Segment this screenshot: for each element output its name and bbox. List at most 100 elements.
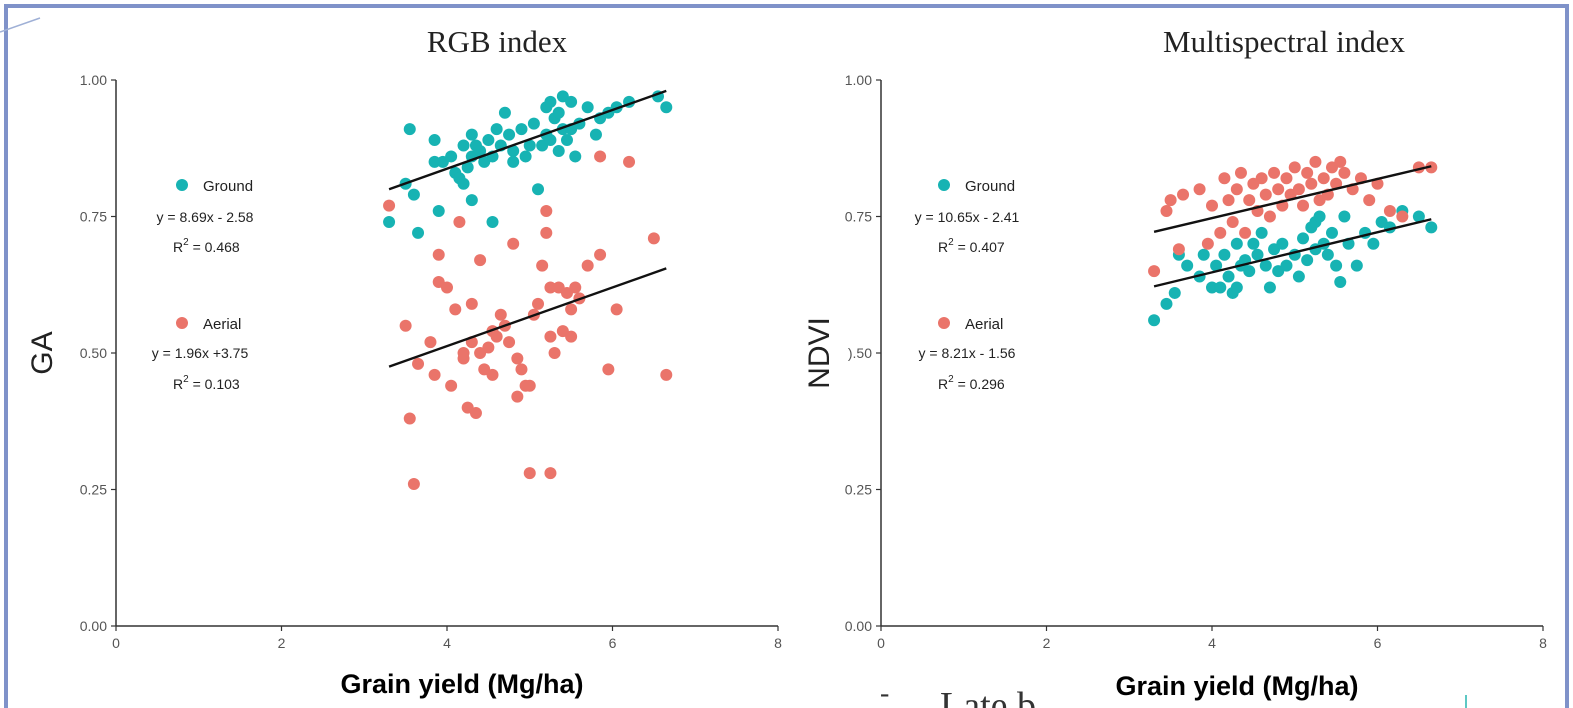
data-point-aerial	[540, 205, 553, 218]
data-point-ground	[428, 155, 441, 168]
data-point-aerial	[403, 412, 416, 425]
data-point-ground	[552, 106, 565, 119]
data-point-ground	[1214, 281, 1227, 294]
data-point-ground	[1230, 237, 1243, 250]
data-point-ground	[445, 150, 458, 163]
data-point-aerial	[1268, 166, 1281, 179]
data-point-aerial	[486, 368, 499, 381]
data-point-ground	[1338, 210, 1351, 223]
data-point-aerial	[1272, 183, 1285, 196]
r-squared-label: R2 = 0.296	[938, 374, 1005, 392]
data-point-aerial	[1222, 194, 1235, 207]
multispectral-index-chart: 0.00 0.25).50 0.75 1.00 0 2 4 6 8 Multispectral i…	[803, 24, 1547, 701]
y-tick-label: ).50	[848, 345, 872, 361]
r-squared-prefix: R	[938, 239, 948, 255]
data-point-ground	[581, 101, 594, 114]
rgb-index-chart: 0.00 0.25 0.50 0.75 1.00 0 2 4 6 8 RGB index Grain …	[26, 24, 782, 699]
data-point-aerial	[482, 341, 495, 354]
data-point-ground	[1160, 297, 1173, 310]
regression-equation: y = 1.96x +3.75	[152, 345, 249, 361]
r-squared-label: R2 = 0.103	[173, 374, 240, 392]
overlay-fragment-dash: -	[880, 678, 889, 708]
x-tick-label: 2	[278, 635, 286, 651]
data-point-aerial	[1148, 265, 1161, 278]
data-point-ground	[1230, 281, 1243, 294]
data-point-ground	[432, 205, 445, 218]
data-point-ground	[523, 139, 536, 152]
data-point-aerial	[1363, 194, 1376, 207]
data-point-aerial	[1230, 183, 1243, 196]
data-point-aerial	[540, 226, 553, 239]
data-point-aerial	[490, 330, 503, 343]
data-point-ground	[1255, 226, 1268, 239]
y-tick-label: 0.75	[845, 209, 872, 225]
r-squared-label: R2 = 0.407	[938, 237, 1005, 255]
r-squared-superscript: 2	[183, 374, 189, 385]
r-squared-label: R2 = 0.468	[173, 237, 240, 255]
chart-title: RGB index	[427, 24, 568, 59]
data-point-ground	[407, 188, 420, 201]
data-point-ground	[1168, 286, 1181, 299]
data-point-ground	[552, 144, 565, 157]
data-point-ground	[1350, 259, 1363, 272]
data-point-aerial	[1172, 243, 1185, 256]
data-point-aerial	[474, 254, 487, 267]
r-squared-prefix: R	[173, 376, 183, 392]
x-tick-label: 8	[774, 635, 782, 651]
data-point-aerial	[1288, 161, 1301, 174]
data-point-ground	[457, 139, 470, 152]
regression-equation: y = 10.65x - 2.41	[915, 209, 1020, 225]
regression-line-aerial	[388, 267, 667, 368]
data-point-aerial	[1206, 199, 1218, 212]
data-point-ground	[1206, 281, 1218, 294]
data-point-ground	[1297, 232, 1310, 245]
data-point-ground	[569, 150, 582, 163]
regression-equation: y = 8.21x - 1.56	[919, 345, 1016, 361]
y-axis-label: GA	[26, 331, 59, 374]
y-tick-label: 1.00	[845, 72, 872, 88]
data-point-aerial	[399, 319, 412, 332]
data-point-ground	[490, 123, 503, 136]
data-point-ground	[1148, 314, 1161, 327]
data-point-aerial	[1263, 210, 1276, 223]
data-point-aerial	[465, 297, 478, 310]
data-point-aerial	[1218, 172, 1231, 185]
data-point-aerial	[548, 347, 561, 359]
data-point-ground	[482, 134, 495, 147]
data-point-aerial	[511, 352, 524, 365]
data-point-ground	[527, 117, 540, 130]
data-point-ground	[544, 95, 557, 108]
data-point-aerial	[511, 390, 524, 403]
y-tick-label: 0.25	[845, 482, 872, 498]
data-point-aerial	[1239, 226, 1252, 239]
data-point-ground	[1259, 259, 1272, 272]
data-point-aerial	[1305, 177, 1318, 190]
data-point-aerial	[565, 303, 578, 316]
r-squared-value: = 0.407	[954, 239, 1005, 255]
data-point-ground	[1367, 237, 1380, 250]
data-point-aerial	[602, 363, 615, 376]
data-point-ground	[457, 177, 470, 190]
data-point-ground	[1222, 270, 1235, 283]
data-point-aerial	[507, 237, 520, 250]
data-point-ground	[503, 128, 516, 141]
data-point-aerial	[1301, 166, 1314, 179]
data-point-aerial	[432, 248, 445, 261]
data-point-ground	[1313, 210, 1326, 223]
r-squared-prefix: R	[173, 239, 183, 255]
overlay-fragment-text: Late b	[940, 685, 1036, 708]
data-point-ground	[1334, 276, 1347, 289]
data-point-ground	[1292, 270, 1305, 283]
data-point-aerial	[610, 303, 623, 316]
data-point-ground	[461, 161, 474, 174]
data-point-ground	[1412, 210, 1425, 223]
data-point-ground	[428, 134, 441, 147]
legend-marker-aerial	[938, 317, 950, 329]
data-point-ground	[1218, 248, 1231, 261]
data-point-aerial	[594, 150, 607, 163]
data-point-aerial	[1234, 166, 1247, 179]
x-tick-label: 2	[1043, 635, 1051, 651]
x-tick-label: 4	[1208, 635, 1216, 651]
data-point-aerial	[515, 363, 528, 376]
data-point-ground	[1301, 254, 1314, 267]
